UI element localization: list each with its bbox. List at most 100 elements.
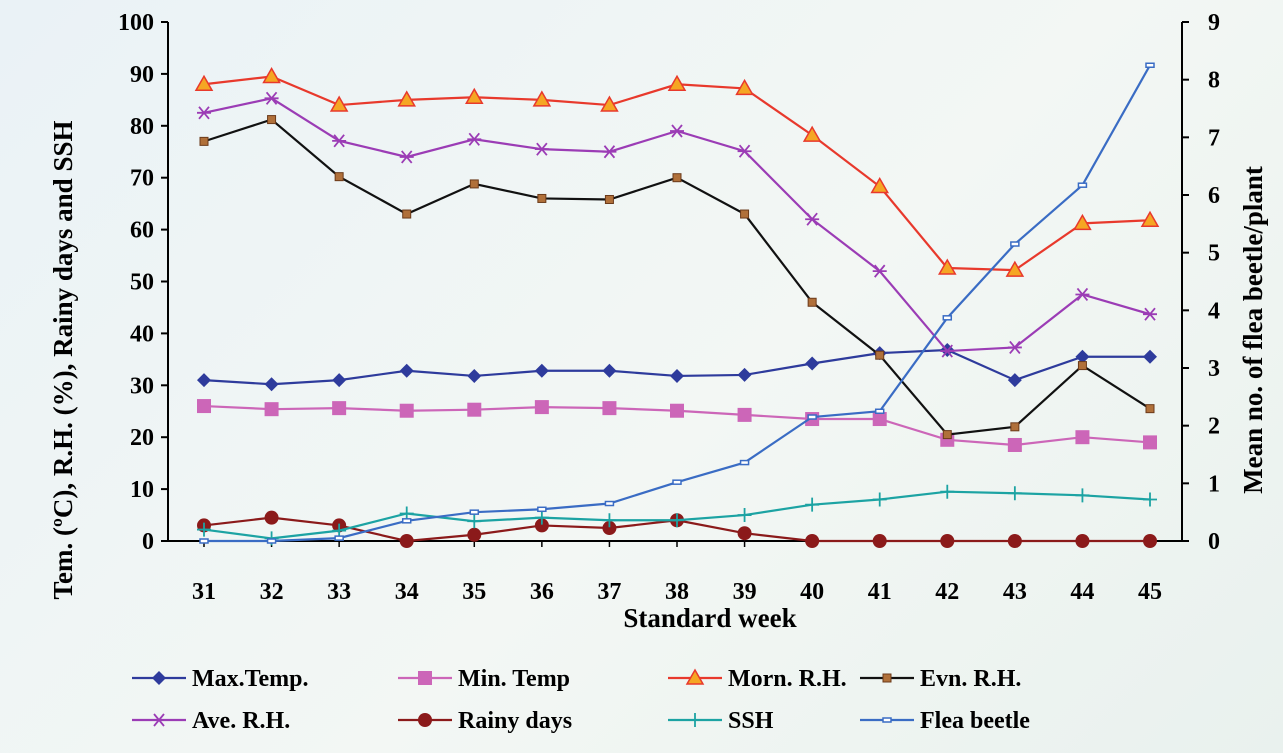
legend-item-evn-r-h: Evn. R.H. xyxy=(860,666,1021,692)
legend: Max.Temp. Min. Temp Morn. R.H. Evn. R.H. Ave… xyxy=(132,666,1030,734)
legend-marker-min-temp xyxy=(418,671,432,685)
legend-item-morn-r-h: Morn. R.H. xyxy=(668,666,847,692)
legend-label-ssh: SSH xyxy=(728,708,774,734)
data-point-morn-r-h xyxy=(802,125,822,142)
data-point-rainy-days xyxy=(805,534,820,548)
data-point-flea-beetle xyxy=(739,459,750,466)
x-tick-label: 35 xyxy=(462,579,486,605)
data-point-max-temp xyxy=(1143,349,1157,364)
data-point-morn-r-h xyxy=(262,66,281,84)
data-point-morn-r-h xyxy=(194,74,214,92)
data-point-ssh xyxy=(805,497,820,512)
left-y-tick-label: 70 xyxy=(130,166,154,192)
data-point-ave-r-h xyxy=(1075,287,1090,302)
legend-label-morn-r-h: Morn. R.H. xyxy=(728,666,847,692)
x-tick-label: 31 xyxy=(192,579,216,605)
data-point-min-temp xyxy=(1007,437,1022,452)
x-tick-label: 43 xyxy=(1003,579,1027,605)
legend-marker-evn-r-h xyxy=(882,673,892,683)
data-point-ssh xyxy=(332,523,347,538)
data-point-rainy-days xyxy=(602,521,617,536)
data-point-evn-r-h xyxy=(334,172,344,182)
data-point-ssh xyxy=(737,508,752,523)
data-point-ave-r-h xyxy=(534,142,549,156)
data-point-morn-r-h xyxy=(329,95,349,112)
x-tick-label: 37 xyxy=(597,579,621,605)
data-point-morn-r-h xyxy=(1140,210,1160,228)
data-point-ave-r-h xyxy=(872,264,887,278)
x-axis-title: Standard week xyxy=(623,603,796,633)
left-y-tick-label: 50 xyxy=(130,270,154,296)
data-point-rainy-days xyxy=(1075,534,1090,548)
x-tick-label: 39 xyxy=(733,579,757,605)
legend-item-ave-r-h: Ave. R.H. xyxy=(132,708,290,734)
data-point-evn-r-h xyxy=(875,350,885,360)
data-point-ave-r-h xyxy=(670,124,684,138)
left-y-tick-label: 40 xyxy=(130,321,154,347)
data-point-ssh xyxy=(467,514,482,529)
data-point-min-temp xyxy=(1143,435,1157,450)
right-y-tick-label: 3 xyxy=(1208,356,1220,382)
data-point-max-temp xyxy=(264,377,279,392)
data-point-min-temp xyxy=(332,401,347,416)
data-point-flea-beetle xyxy=(604,500,615,507)
data-point-morn-r-h xyxy=(1005,260,1025,277)
data-point-min-temp xyxy=(737,407,752,422)
data-point-evn-r-h xyxy=(740,209,750,219)
data-point-morn-r-h xyxy=(397,90,417,107)
data-point-evn-r-h xyxy=(1010,422,1020,432)
legend-marker-ave-r-h xyxy=(152,713,166,727)
axes xyxy=(161,21,1189,547)
legend-marker-morn-r-h xyxy=(685,668,705,685)
right-y-tick-label: 4 xyxy=(1208,298,1220,324)
right-y-tick-label: 8 xyxy=(1208,68,1220,94)
x-tick-labels: 31 32 33 34 35 36 37 38 39 40 41 42 43 44 45 xyxy=(192,579,1162,605)
data-point-max-temp xyxy=(197,373,211,388)
data-point-evn-r-h xyxy=(672,173,682,183)
right-y-tick-label: 1 xyxy=(1208,471,1220,497)
data-point-max-temp xyxy=(467,368,482,383)
left-y-tick-labels: 0 10 20 30 40 50 60 70 80 90 100 xyxy=(118,10,154,555)
left-y-tick-label: 0 xyxy=(142,529,154,555)
data-point-evn-r-h xyxy=(199,136,209,146)
data-point-rainy-days xyxy=(467,527,482,542)
data-point-ave-r-h xyxy=(264,91,279,105)
series-lines xyxy=(194,62,1160,548)
data-point-ave-r-h xyxy=(1007,340,1022,354)
data-point-min-temp xyxy=(399,403,414,418)
data-point-ave-r-h xyxy=(197,106,211,120)
left-y-tick-label: 20 xyxy=(130,425,154,451)
data-point-ssh xyxy=(1143,492,1157,507)
x-tick-label: 33 xyxy=(327,579,351,605)
series-ave-r-h xyxy=(197,91,1157,358)
data-point-ave-r-h xyxy=(332,134,347,148)
right-y-tick-label: 7 xyxy=(1208,125,1220,151)
data-point-evn-r-h xyxy=(604,194,614,204)
data-point-morn-r-h xyxy=(735,78,754,96)
data-point-ssh xyxy=(602,513,617,528)
data-point-rainy-days xyxy=(872,534,887,548)
series-line-flea-beetle xyxy=(204,64,1151,543)
data-point-ave-r-h xyxy=(467,132,482,146)
x-tick-label: 36 xyxy=(530,579,554,605)
legend-marker-max-temp xyxy=(152,671,166,685)
data-point-rainy-days xyxy=(534,518,549,533)
legend-label-ave-r-h: Ave. R.H. xyxy=(192,708,290,734)
data-point-morn-r-h xyxy=(600,95,619,112)
data-point-max-temp xyxy=(670,368,684,383)
left-y-tick-label: 60 xyxy=(130,218,154,244)
data-point-rainy-days xyxy=(737,526,752,541)
data-point-flea-beetle xyxy=(199,538,209,544)
data-point-min-temp xyxy=(670,403,684,418)
data-point-evn-r-h xyxy=(1145,404,1155,414)
data-point-evn-r-h xyxy=(267,115,277,125)
data-point-ssh xyxy=(872,492,887,507)
right-y-tick-label: 2 xyxy=(1208,414,1220,440)
data-point-flea-beetle xyxy=(1145,62,1155,68)
x-tick-label: 42 xyxy=(935,579,959,605)
legend-label-rainy-days: Rainy days xyxy=(458,708,572,734)
data-point-ave-r-h xyxy=(805,212,820,226)
data-point-flea-beetle xyxy=(469,509,480,515)
data-point-flea-beetle xyxy=(537,506,547,513)
